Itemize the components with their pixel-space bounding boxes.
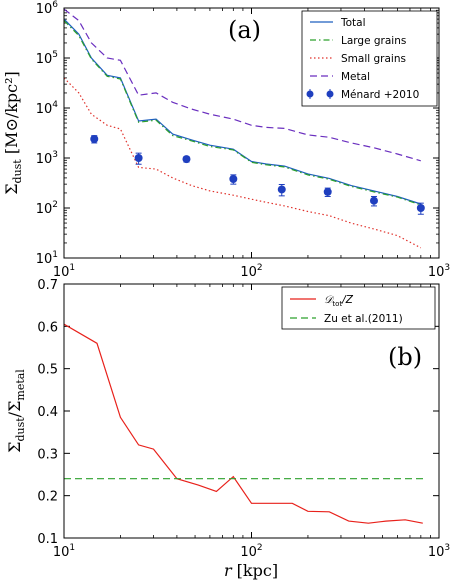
legend-box-a [301, 10, 438, 107]
series-line-metal [64, 8, 421, 162]
y-tick-label: 0.4 [37, 405, 58, 420]
legend-box-b [281, 286, 436, 330]
panel-tag-a: (a) [228, 16, 261, 44]
legend-label: 𝒟tot/Z [324, 294, 354, 308]
legend-marker [306, 90, 314, 98]
panel-b: 101 102 103 0.1 0.2 0.3 0.4 0.5 0.6 0.7 (b) 𝒟tot/Z Z… [5, 278, 450, 580]
plot-frame-a [63, 7, 440, 259]
y-tick-label: 0.7 [37, 278, 58, 293]
plot-area-a [64, 8, 425, 249]
legend-label: Small grains [341, 53, 406, 65]
panel-a: 101 102 103 101 102 103 104 105 106 (a) Total Large… [2, 0, 450, 280]
data-point-menard [182, 155, 191, 164]
legend-label: Zu et al.(2011) [324, 313, 403, 325]
series-line-small-grains [64, 77, 422, 249]
legend-label: Large grains [341, 35, 406, 47]
legend-label: Ménard +2010 [341, 89, 419, 101]
y-tick-label: 0.2 [37, 490, 58, 505]
y-tick-label: 101 [36, 250, 58, 267]
data-point-menard [369, 196, 378, 205]
x-tick-label: 102 [240, 543, 262, 560]
y-tick-label: 105 [36, 50, 58, 67]
y-tick-label: 106 [36, 0, 59, 17]
legend-b: 𝒟tot/Z Zu et al.(2011) [281, 286, 436, 330]
data-point-menard [134, 154, 143, 162]
y-tick-label: 0.6 [37, 320, 58, 335]
legend-marker [326, 90, 334, 98]
data-point-menard [229, 175, 238, 184]
data-point-menard [277, 185, 286, 194]
x-axis-label-b: r [kpc] [224, 561, 278, 580]
data-point-menard [90, 134, 99, 143]
y-tick-label: 0.1 [37, 532, 58, 547]
series-line-dtot-over-z [64, 323, 423, 524]
y-tick-label: 103 [36, 150, 58, 167]
x-tick-label: 103 [428, 263, 450, 280]
data-point-menard [323, 187, 332, 196]
legend-label: Metal [341, 71, 370, 83]
x-tick-label: 102 [240, 263, 262, 280]
legend-label: Total [340, 17, 366, 29]
plot-frame-b [63, 283, 440, 539]
x-tick-label: 103 [428, 543, 450, 560]
x-tick-label: 101 [53, 263, 75, 280]
y-tick-label: 104 [36, 100, 59, 117]
series-line-total [64, 18, 421, 205]
y-tick-label: 102 [36, 200, 58, 217]
legend-a: Total Large grains Small grains Metal Ménard… [301, 10, 438, 107]
plot-area-b [64, 323, 426, 524]
data-point-menard [416, 204, 425, 212]
y-tick-label: 0.5 [37, 363, 58, 378]
panel-tag-b: (b) [388, 343, 422, 371]
y-axis-label-b: Σdust/Σmetal [5, 369, 27, 453]
series-line-large-grains [64, 20, 421, 206]
x-tick-label: 101 [53, 543, 75, 560]
y-axis-label-a: Σdust [M⊙/kpc²] [2, 71, 24, 195]
y-tick-label: 0.3 [37, 447, 58, 462]
